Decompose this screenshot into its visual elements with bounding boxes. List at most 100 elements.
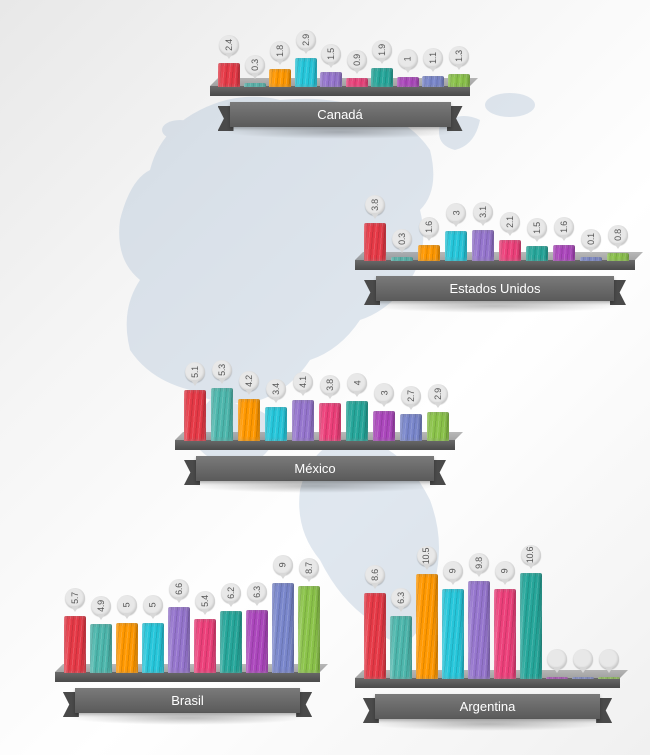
bar-wrap: 9 [493,561,516,679]
value-label: 8.6 [370,569,380,581]
shadow [369,299,621,313]
bar [346,78,368,87]
value-pin: 9 [443,561,463,587]
chart-canada: 2.40.31.82.91.50.91.911.11.3Canadá [210,30,470,127]
value-label: 4 [352,381,362,386]
value-label: 0.9 [352,54,362,66]
value-pin: 0.9 [347,50,367,76]
platform [355,260,635,270]
bar [64,616,86,673]
bar [320,72,342,87]
value-label: 1.3 [454,50,464,62]
value-pin: 6.6 [169,579,189,605]
bar [168,607,190,673]
bar-wrap: 1.6 [552,217,576,261]
bar [319,403,341,441]
value-pin: 2.9 [296,30,316,56]
bar-wrap: 1.5 [320,44,343,87]
value-label: 2.4 [224,39,234,51]
bar-wrap: 1.9 [371,40,394,87]
value-pin [573,649,593,675]
bar-wrap: 0.8 [606,225,630,261]
bar [246,610,268,673]
value-label: 2.9 [301,34,311,46]
bar-wrap: 3 [372,383,396,441]
value-pin: 9 [495,561,515,587]
bar-wrap: 6.6 [167,579,190,673]
bar-wrap [545,649,568,679]
bar [494,589,516,679]
bar-wrap: 2.9 [426,384,450,441]
bar-wrap: 9.8 [467,553,490,679]
value-label: 3 [451,211,461,216]
bar [598,677,620,679]
value-pin: 5.7 [65,588,85,614]
bar-wrap: 0.3 [244,55,267,87]
bar [184,390,206,441]
value-label: 10.5 [421,548,431,564]
value-pin: 4.2 [239,371,259,397]
bar [499,240,521,261]
value-pin: 1.6 [419,217,439,243]
value-label: 6.6 [174,583,184,595]
value-label: 5.3 [217,364,227,376]
bar-wrap: 1.8 [269,41,292,87]
bar-wrap: 1 [397,49,420,87]
bar-wrap: 5.3 [210,360,234,441]
bar-wrap: 6.3 [389,588,412,679]
bar-wrap: 5.7 [63,588,86,673]
value-pin: 3.8 [320,375,340,401]
value-label: 1.5 [532,222,542,234]
bar [265,407,287,441]
value-label: 8.7 [304,562,314,574]
value-label: 2.9 [433,388,443,400]
bar-wrap: 4 [345,373,369,441]
bar-wrap: 5 [141,595,164,673]
value-label: 0.3 [397,233,407,245]
bar [391,257,413,261]
value-pin: 6.3 [391,588,411,614]
bar [364,223,386,261]
value-label: 3.4 [271,383,281,395]
bar [220,611,242,673]
bar-wrap: 10.5 [415,546,438,679]
bar [292,400,314,441]
value-pin: 1.5 [527,218,547,244]
bar [390,616,412,679]
bar [468,581,490,679]
value-label: 1.9 [377,44,387,56]
bar [272,583,294,673]
value-pin: 8.6 [365,565,385,591]
bar-wrap: 6.2 [219,583,242,673]
value-label: 6.3 [252,586,262,598]
value-pin: 2.9 [428,384,448,410]
bars-row: 5.15.34.23.44.13.8432.72.9 [175,360,455,441]
value-label: 2.1 [505,216,515,228]
value-label: 3.1 [478,206,488,218]
bar-wrap: 1.6 [417,217,441,261]
bar [607,253,629,261]
bar-wrap [597,649,620,679]
bar-wrap: 3.4 [264,379,288,441]
bar [298,586,320,673]
value-pin: 6.3 [247,582,267,608]
bar [371,68,393,87]
bars-row: 8.66.310.599.8910.6 [355,545,620,679]
value-pin: 2.7 [401,386,421,412]
value-label: 1 [403,57,413,62]
value-label: 9 [278,563,288,568]
bar [364,593,386,679]
bar-wrap: 1.1 [422,48,445,87]
value-pin: 1.5 [321,44,341,70]
bar [90,624,112,673]
chart-usa: 3.80.31.633.12.11.51.60.10.8Estados Unid… [355,195,635,301]
value-pin: 4.1 [293,372,313,398]
bar [580,257,602,261]
bar [553,245,575,261]
value-pin [599,649,619,675]
bar-wrap: 5.4 [193,591,216,673]
value-pin: 3.8 [365,195,385,221]
value-label: 3 [379,391,389,396]
bar [418,245,440,261]
value-label: 4.2 [244,375,254,387]
